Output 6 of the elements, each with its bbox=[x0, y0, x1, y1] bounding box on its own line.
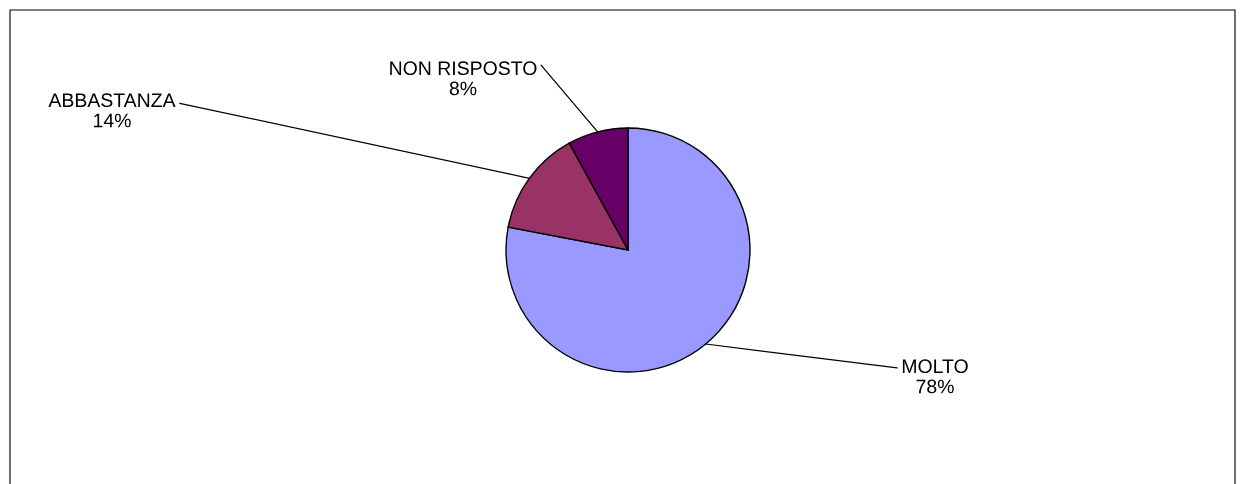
data-label: 8% bbox=[449, 81, 477, 96]
slice-label: ABBASTANZA bbox=[48, 93, 176, 108]
slice-label: NON RISPOSTO bbox=[390, 61, 537, 76]
data-label: 14% bbox=[94, 113, 131, 128]
slice-label: MOLTO bbox=[902, 359, 968, 374]
data-label: 78% bbox=[916, 379, 954, 394]
